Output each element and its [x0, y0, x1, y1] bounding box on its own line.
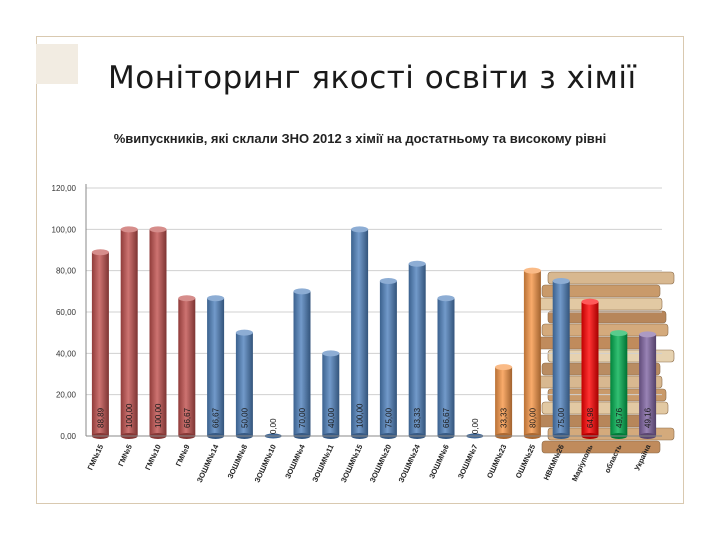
data-label: 80,00 [528, 407, 537, 428]
bar [178, 298, 196, 436]
data-label: 33,33 [500, 407, 509, 428]
bar-cap [91, 249, 109, 256]
x-tick-label: ЗОШМ№4 [283, 442, 307, 480]
bar [437, 298, 455, 436]
y-tick-label: 60,00 [56, 308, 77, 317]
bar-cap [379, 278, 397, 284]
bar-cap [408, 260, 426, 267]
bar-cap [639, 331, 657, 338]
bar-cap [293, 288, 311, 295]
bar-cap [178, 295, 196, 302]
bar [495, 367, 513, 436]
bar-cap [235, 329, 253, 336]
bar-cap [149, 226, 167, 233]
book [541, 284, 661, 298]
bar-cap [552, 278, 570, 284]
data-label: 88,89 [96, 407, 105, 428]
y-tick-label: 40,00 [56, 349, 77, 358]
bar-cap [610, 330, 628, 337]
book [541, 323, 669, 337]
x-tick-label: ОШМ№23 [485, 443, 509, 480]
bar [91, 252, 109, 436]
x-tick-label: ГМ№10 [143, 443, 163, 471]
x-tick-label: ЗОШМ№11 [310, 443, 335, 484]
data-label: 0,00 [269, 418, 278, 434]
data-label: 75,00 [557, 407, 566, 428]
y-tick-label: 0,00 [60, 432, 76, 441]
bar [235, 332, 253, 436]
y-tick-label: 80,00 [56, 267, 77, 276]
bar [408, 263, 426, 436]
data-label: 64,98 [586, 407, 595, 428]
x-tick-label: ГМ№9 [174, 443, 192, 468]
data-label: 49,16 [644, 407, 653, 428]
x-tick-label: ОШМ№25 [514, 443, 538, 480]
data-label: 75,00 [384, 407, 393, 428]
chart-title: %випускників, які склали ЗНО 2012 з хімі… [113, 131, 607, 146]
x-tick-label: ЗОШМ№14 [195, 442, 221, 484]
bar-cap [523, 267, 541, 274]
bar-cap [581, 298, 599, 305]
bar [207, 298, 225, 436]
bar [322, 353, 340, 436]
data-label: 100,00 [356, 403, 365, 428]
data-label: 70,00 [298, 407, 307, 428]
x-tick-label: ЗОШМ№24 [397, 442, 423, 484]
x-tick-label: ЗОШМ№8 [226, 443, 250, 480]
bar-cap [495, 364, 513, 371]
data-label: 0,00 [471, 418, 480, 434]
bar-cap [120, 226, 138, 233]
x-tick-label: ГМ№15 [86, 443, 106, 471]
bar-cap [322, 350, 340, 357]
data-label: 50,00 [240, 407, 249, 428]
bar [379, 281, 397, 436]
bar [581, 301, 599, 436]
data-label: 100,00 [125, 403, 134, 428]
y-tick-label: 100,00 [52, 225, 77, 234]
book [541, 440, 661, 454]
x-tick-label: ГМ№5 [116, 443, 134, 468]
x-tick-label: ЗОШМ№10 [253, 443, 278, 484]
x-tick-label: ЗОШМ№6 [427, 443, 451, 480]
data-label: 66,67 [183, 407, 192, 428]
y-tick-label: 120,00 [52, 184, 77, 193]
data-label: 100,00 [154, 403, 163, 428]
bar [293, 291, 311, 436]
bar [351, 229, 369, 436]
x-tick-label: ЗОШМ№15 [339, 443, 364, 484]
y-tick-label: 20,00 [56, 391, 77, 400]
bar [610, 333, 628, 436]
book [547, 271, 675, 285]
x-tick-label: ЗОШМ№20 [368, 443, 393, 484]
slide-title: Моніторинг якості освіти з хімії [108, 60, 637, 96]
x-tick-label: ЗОШМ№7 [456, 443, 480, 480]
bar [149, 229, 167, 436]
title-accent-bar [36, 44, 78, 84]
y-axis: 0,00 20,00 40,00 60,00 80,00 100,00 120,00 [52, 184, 87, 441]
bar-cap [351, 226, 369, 233]
data-label: 83,33 [413, 407, 422, 428]
bar [120, 229, 138, 436]
data-label: 49,76 [615, 407, 624, 428]
book [547, 310, 667, 324]
chart-bars: 88,89 100,00 100,00 66,67 66,67 50,00 0,00 70,0… [91, 226, 657, 439]
book [541, 362, 661, 376]
bar [523, 270, 541, 436]
bar [552, 281, 570, 436]
bar [639, 334, 657, 436]
bar-cap [207, 295, 225, 302]
data-label: 66,67 [212, 407, 221, 428]
data-label: 66,67 [442, 407, 451, 428]
bar-cap [437, 295, 455, 302]
book [541, 401, 669, 415]
data-label: 40,00 [327, 407, 336, 428]
